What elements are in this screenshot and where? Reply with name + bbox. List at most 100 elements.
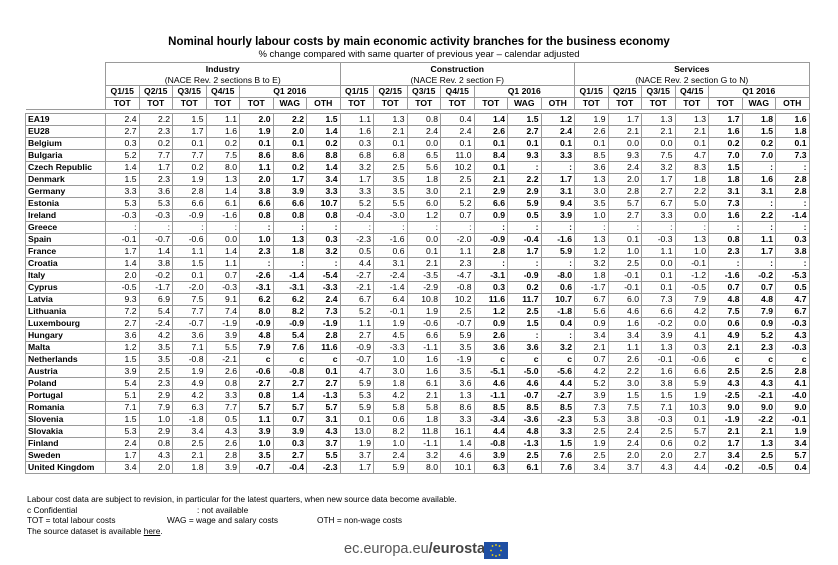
- value: 2.7: [272, 377, 307, 390]
- value: 3.9: [574, 389, 609, 402]
- value: -2.3: [540, 413, 575, 426]
- value: -0.3: [775, 341, 810, 354]
- data-row: Cyprus -0.5 -1.7 -2.0 -0.3 -3.1 -3.1 -3.3 -2.1 -1…: [25, 281, 810, 294]
- value: 1.4: [440, 437, 475, 450]
- data-row: Netherlands 1.5 3.5 -0.8 -2.1 c c c -0.7 1.0 1.6 -1…: [25, 353, 810, 366]
- value: 2.0: [239, 173, 274, 186]
- value: 0.1: [339, 413, 374, 426]
- value: -2.4: [138, 317, 173, 330]
- value: 0.2: [674, 437, 709, 450]
- value: 5.2: [339, 305, 374, 318]
- value: :: [272, 221, 307, 234]
- measure: TOT: [574, 97, 609, 110]
- note: OTH = non-wage costs: [317, 515, 403, 525]
- value: :: [540, 161, 575, 174]
- value: -0.1: [674, 257, 709, 270]
- value: 1.4: [272, 389, 307, 402]
- value: 3.9: [105, 365, 140, 378]
- value: 1.7: [105, 449, 140, 462]
- value: -0.8: [473, 437, 508, 450]
- value: 7.9: [138, 401, 173, 414]
- value: 2.7: [239, 377, 274, 390]
- country: Greece: [25, 221, 106, 234]
- value: 1.2: [574, 245, 609, 258]
- country: France: [25, 245, 106, 258]
- value: 6.1: [205, 197, 240, 210]
- value: -0.6: [172, 233, 207, 246]
- value: -2.6: [239, 269, 274, 282]
- value: 0.1: [306, 365, 341, 378]
- value: 4.7: [775, 293, 810, 306]
- value: 5.4: [138, 305, 173, 318]
- value: 5.6: [574, 305, 609, 318]
- value: 8.6: [272, 149, 307, 162]
- value: -0.6: [239, 365, 274, 378]
- quarter: Q1 2016: [239, 85, 341, 98]
- value: 2.5: [507, 305, 542, 318]
- value: 10.8: [406, 293, 441, 306]
- value: 1.6: [641, 365, 676, 378]
- value: 2.6: [473, 125, 508, 138]
- value: 0.1: [172, 269, 207, 282]
- value: 7.5: [172, 293, 207, 306]
- measure: TOT: [138, 97, 173, 110]
- measure: TOT: [239, 97, 274, 110]
- value: -0.5: [105, 281, 140, 294]
- value: 7.1: [172, 341, 207, 354]
- value: -1.6: [373, 233, 408, 246]
- value: 5.9: [339, 401, 374, 414]
- measure: OTH: [540, 97, 575, 110]
- value: :: [775, 221, 810, 234]
- value: 3.3: [205, 389, 240, 402]
- value: 4.8: [708, 293, 743, 306]
- value: -0.1: [105, 233, 140, 246]
- value: -0.2: [641, 317, 676, 330]
- value: 3.1: [741, 185, 776, 198]
- value: -0.3: [775, 317, 810, 330]
- value: -0.3: [641, 413, 676, 426]
- value: 1.5: [540, 437, 575, 450]
- measure: OTH: [775, 97, 810, 110]
- source-link[interactable]: here: [143, 525, 161, 536]
- value: -3.1: [473, 269, 508, 282]
- data-row: Czech Republic 1.4 1.7 0.2 8.0 1.1 0.2 1.4 3.2 2.…: [25, 161, 810, 174]
- value: 6.3: [172, 401, 207, 414]
- value: -1.4: [775, 209, 810, 222]
- value: 1.9: [339, 437, 374, 450]
- value: 1.7: [741, 245, 776, 258]
- value: 0.8: [138, 437, 173, 450]
- value: 1.6: [607, 317, 642, 330]
- country: Ireland: [25, 209, 106, 222]
- value: -0.9: [172, 209, 207, 222]
- value: 2.6: [574, 125, 609, 138]
- quarter: Q4/15: [205, 85, 240, 98]
- value: 0.1: [607, 233, 642, 246]
- value: 3.5: [138, 353, 173, 366]
- value: 5.4: [105, 377, 140, 390]
- measure: TOT: [373, 97, 408, 110]
- header-row: Industry Construction Services: [26, 62, 810, 74]
- value: 5.5: [373, 197, 408, 210]
- value: 1.5: [507, 317, 542, 330]
- value: 2.5: [574, 449, 609, 462]
- value: 3.8: [138, 257, 173, 270]
- value: -1.9: [306, 317, 341, 330]
- value: -2.3: [339, 233, 374, 246]
- value: 0.3: [339, 137, 374, 150]
- value: 0.6: [373, 413, 408, 426]
- value: 5.0: [674, 197, 709, 210]
- value: 1.8: [775, 125, 810, 138]
- value: 6.6: [473, 197, 508, 210]
- value: 9.0: [741, 401, 776, 414]
- value: 0.7: [272, 413, 307, 426]
- value: -5.1: [473, 365, 508, 378]
- value: 0.6: [540, 281, 575, 294]
- value: -1.1: [473, 389, 508, 402]
- value: 4.2: [373, 389, 408, 402]
- value: 2.6: [205, 365, 240, 378]
- value: 3.0: [373, 365, 408, 378]
- value: -1.8: [540, 305, 575, 318]
- value: :: [540, 221, 575, 234]
- value: :: [406, 221, 441, 234]
- value: 1.7: [708, 113, 743, 126]
